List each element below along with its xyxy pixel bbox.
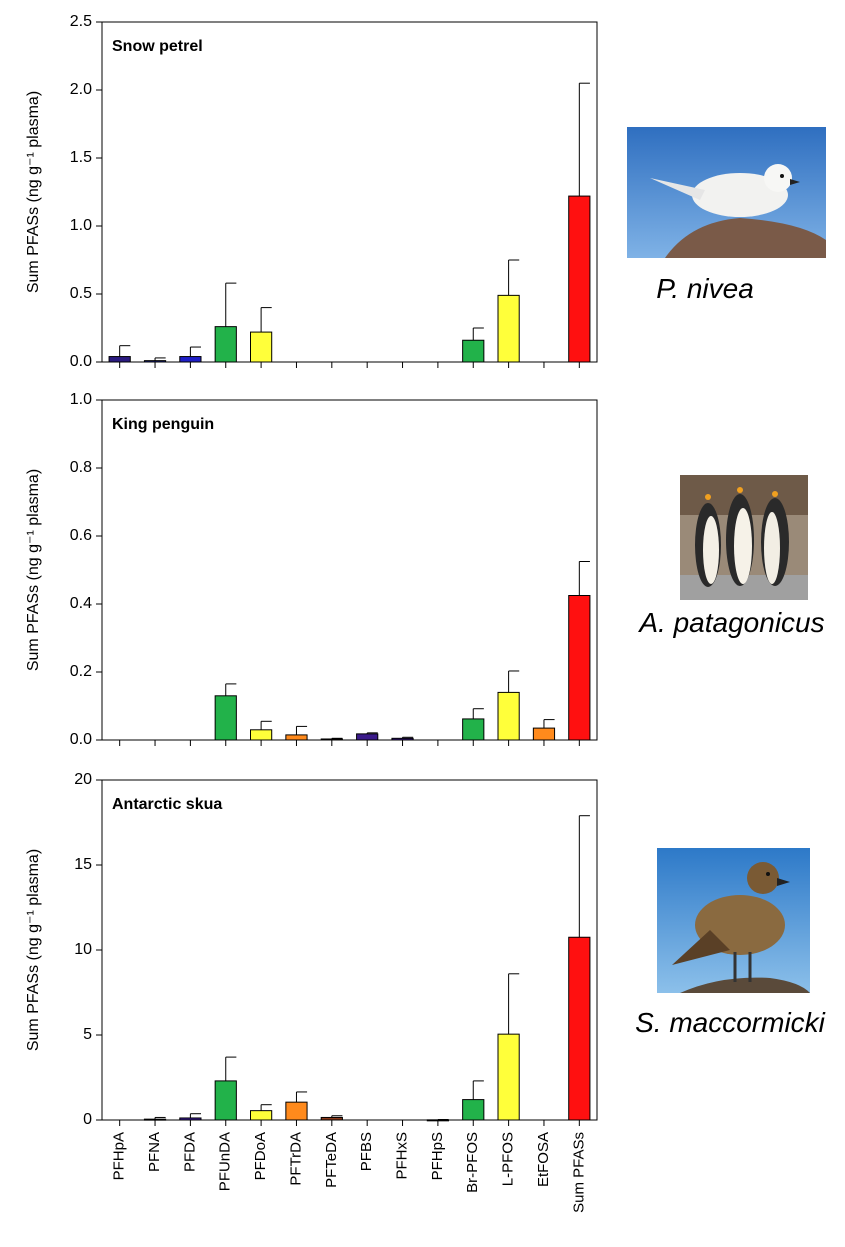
bar bbox=[462, 339, 485, 363]
x-tick-label: PFUnDA bbox=[217, 1132, 234, 1191]
bar bbox=[285, 1101, 308, 1121]
y-tick-label: 0.5 bbox=[70, 285, 92, 302]
y-tick-label: 0.2 bbox=[70, 663, 92, 680]
species-label: A. patagonicus bbox=[637, 607, 824, 638]
y-tick-label: 1.0 bbox=[70, 391, 92, 408]
y-tick-label: 1.0 bbox=[70, 217, 92, 234]
bar bbox=[143, 1118, 167, 1121]
panel-title: King penguin bbox=[112, 416, 214, 433]
x-tick-label: PFHpA bbox=[111, 1132, 128, 1180]
bar bbox=[250, 331, 273, 363]
x-tick-label: PFHxS bbox=[394, 1132, 411, 1180]
x-tick-label: PFTeDA bbox=[323, 1132, 340, 1188]
y-tick-label: 20 bbox=[74, 771, 92, 788]
y-tick-label: 0.0 bbox=[70, 731, 92, 748]
bar bbox=[214, 695, 237, 741]
x-tick-label: PFBS bbox=[358, 1132, 375, 1171]
bar bbox=[320, 738, 343, 741]
bar bbox=[568, 595, 591, 741]
x-tick-label: EtFOSA bbox=[535, 1132, 552, 1187]
species-label: P. nivea bbox=[656, 273, 754, 304]
y-axis-label: Sum PFASs (ng g⁻¹ plasma) bbox=[25, 469, 42, 671]
bar bbox=[179, 1117, 202, 1121]
y-tick-label: 0 bbox=[83, 1111, 92, 1128]
x-tick-label: PFHpS bbox=[429, 1132, 446, 1180]
bar bbox=[497, 1033, 520, 1121]
x-tick-label: PFTrDA bbox=[287, 1132, 304, 1186]
bar bbox=[568, 195, 591, 363]
y-tick-label: 0.0 bbox=[70, 353, 92, 370]
y-tick-label: 0.6 bbox=[70, 527, 92, 544]
bar bbox=[250, 729, 273, 741]
bar bbox=[143, 360, 167, 363]
photo-king-penguin bbox=[680, 475, 808, 600]
bar bbox=[497, 294, 520, 363]
bar bbox=[497, 691, 520, 741]
x-tick-label: PFNA bbox=[146, 1132, 163, 1172]
y-tick-label: 10 bbox=[74, 941, 92, 958]
photo-skua bbox=[657, 848, 810, 993]
x-tick-label: L-PFOS bbox=[500, 1132, 517, 1186]
bar bbox=[108, 356, 131, 363]
panel-title: Antarctic skua bbox=[112, 796, 222, 813]
panel-title: Snow petrel bbox=[112, 38, 203, 55]
x-tick-label: PFDoA bbox=[252, 1132, 269, 1180]
bar bbox=[179, 356, 202, 363]
y-tick-label: 2.0 bbox=[70, 81, 92, 98]
y-tick-label: 1.5 bbox=[70, 149, 92, 166]
x-tick-label: Sum PFASs bbox=[570, 1132, 587, 1213]
bar bbox=[320, 1116, 343, 1121]
bar bbox=[356, 733, 379, 741]
bar bbox=[214, 1080, 237, 1121]
bar bbox=[250, 1110, 273, 1121]
bar bbox=[462, 718, 485, 741]
plot-frame bbox=[101, 779, 598, 1121]
y-tick-label: 0.4 bbox=[70, 595, 92, 612]
y-tick-label: 2.5 bbox=[70, 13, 92, 30]
plot-frame bbox=[101, 399, 598, 741]
y-axis-label: Sum PFASs (ng g⁻¹ plasma) bbox=[25, 91, 42, 293]
y-tick-label: 5 bbox=[83, 1026, 92, 1043]
bar bbox=[214, 326, 237, 363]
y-axis-label: Sum PFASs (ng g⁻¹ plasma) bbox=[25, 849, 42, 1051]
photo-snow-petrel bbox=[627, 127, 826, 258]
bar bbox=[568, 936, 591, 1121]
bar bbox=[426, 1119, 449, 1122]
plot-frame bbox=[101, 21, 598, 363]
species-label: S. maccormicki bbox=[635, 1007, 826, 1038]
bar bbox=[532, 727, 556, 741]
bar bbox=[391, 737, 414, 741]
bar bbox=[285, 734, 308, 741]
x-tick-label: PFDA bbox=[181, 1132, 198, 1172]
y-tick-label: 15 bbox=[74, 856, 92, 873]
bar bbox=[462, 1099, 485, 1121]
x-tick-label: Br-PFOS bbox=[464, 1132, 481, 1193]
y-tick-label: 0.8 bbox=[70, 459, 92, 476]
